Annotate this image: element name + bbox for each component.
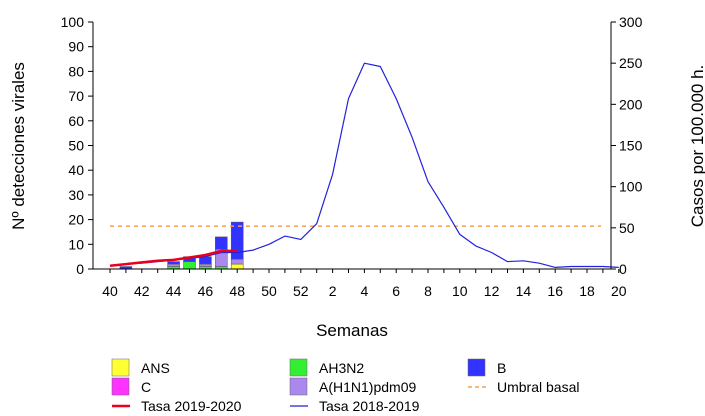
- legend-label: C: [141, 379, 151, 395]
- x-tick-label: 18: [579, 283, 595, 299]
- y-tick-label: 70: [68, 88, 84, 104]
- x-tick-label: 52: [293, 283, 309, 299]
- bar-layer: [119, 221, 244, 270]
- line-layer: [109, 62, 619, 268]
- bar-segment: [167, 263, 180, 267]
- y-tick-label: 10: [68, 236, 84, 252]
- x-tick-label: 6: [392, 283, 400, 299]
- legend-label: ANS: [141, 360, 170, 376]
- bar-segment: [230, 221, 244, 260]
- bar-segment: [215, 236, 228, 250]
- x-tick-label: 50: [261, 283, 277, 299]
- legend-label: AH3N2: [319, 360, 364, 376]
- y2-axis-title: Casos por 100.000 h.: [688, 65, 705, 228]
- y-tick-label: 50: [68, 138, 84, 154]
- y-axis-title: Nº detecciones virales: [9, 62, 28, 230]
- x-tick-label: 46: [198, 283, 214, 299]
- x-tick-label: 42: [134, 283, 150, 299]
- x-axis-title: Semanas: [316, 321, 388, 340]
- y2-tick-label: 50: [619, 220, 635, 236]
- x-tick-label: 10: [452, 283, 468, 299]
- legend-swatch: [289, 377, 308, 396]
- y-tick-label: 30: [68, 187, 84, 203]
- bar-segment: [167, 261, 180, 265]
- x-tick-label: 8: [424, 283, 432, 299]
- rate-line: [109, 62, 619, 268]
- legend-label: B: [497, 360, 506, 376]
- y-tick-label: 20: [68, 212, 84, 228]
- legend-label: Tasa 2018-2019: [319, 398, 420, 414]
- x-tick-label: 48: [229, 283, 245, 299]
- y-tick-label: 0: [76, 261, 84, 277]
- y-tick-label: 40: [68, 162, 84, 178]
- plot-area: 0102030405060708090100050100150200250300…: [61, 14, 643, 299]
- bar-segment: [230, 263, 244, 270]
- bar-segment: [183, 261, 196, 270]
- y2-tick-label: 0: [619, 261, 627, 277]
- x-tick-label: 4: [361, 283, 369, 299]
- y-tick-label: 90: [68, 39, 84, 55]
- y-tick-label: 60: [68, 113, 84, 129]
- bar-segment: [199, 256, 212, 265]
- rate-line: [109, 249, 238, 267]
- x-tick-label: 14: [516, 283, 532, 299]
- bar-segment: [199, 263, 212, 267]
- x-tick-label: 12: [484, 283, 500, 299]
- x-tick-label: 20: [611, 283, 627, 299]
- tick-layer: 0102030405060708090100050100150200250300…: [61, 14, 643, 299]
- y2-tick-label: 300: [619, 14, 643, 30]
- legend-label: Tasa 2019-2020: [141, 398, 242, 414]
- legend-swatch: [111, 377, 130, 396]
- legend-swatch: [111, 358, 130, 377]
- y2-tick-label: 150: [619, 138, 643, 154]
- x-tick-label: 44: [166, 283, 182, 299]
- legend-swatch: [467, 358, 486, 377]
- x-tick-label: 40: [102, 283, 118, 299]
- y2-tick-label: 200: [619, 96, 643, 112]
- x-tick-label: 16: [547, 283, 563, 299]
- y-tick-label: 100: [61, 14, 85, 30]
- x-tick-label: 2: [329, 283, 337, 299]
- legend-label: Umbral basal: [497, 379, 579, 395]
- bar-segment: [230, 258, 244, 265]
- y2-tick-label: 100: [619, 179, 643, 195]
- y2-tick-label: 250: [619, 55, 643, 71]
- y-tick-label: 80: [68, 63, 84, 79]
- legend-label: A(H1N1)pdm09: [319, 379, 416, 395]
- legend: ANS AH3N2 B C A(H1N1)pdm09 Umbral basal Tasa 2…: [111, 358, 579, 414]
- legend-swatch: [289, 358, 308, 377]
